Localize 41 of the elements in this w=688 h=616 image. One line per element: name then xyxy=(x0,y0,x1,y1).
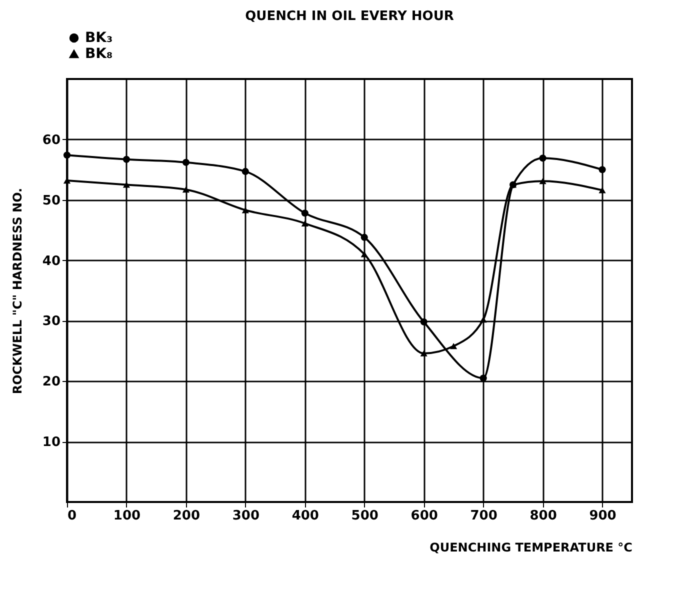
x-tick-label: 0 xyxy=(68,508,77,524)
point xyxy=(598,187,606,194)
point xyxy=(480,316,487,323)
point xyxy=(242,168,249,175)
point xyxy=(450,343,458,350)
legend-label: BK₃ xyxy=(85,30,113,46)
point xyxy=(182,158,190,166)
point xyxy=(539,178,546,184)
point xyxy=(301,220,308,226)
point xyxy=(360,234,368,241)
chart-title: QUENCH IN OIL EVERY HOUR xyxy=(245,9,454,24)
y-axis-title: ROCKWELL "C" HARDNESS NO. xyxy=(10,188,24,394)
x-tick-label: 600 xyxy=(410,508,438,524)
y-tick-label: 60 xyxy=(42,132,60,148)
x-tick-label: 400 xyxy=(292,508,319,524)
y-tick-label: 20 xyxy=(42,374,60,390)
x-tick-label: 800 xyxy=(530,508,557,524)
point xyxy=(420,318,428,326)
y-tick-label: 10 xyxy=(42,435,60,450)
point xyxy=(480,374,487,382)
point xyxy=(301,210,308,217)
x-tick-label: 300 xyxy=(232,508,260,524)
x-tick-label: 100 xyxy=(113,508,141,524)
point xyxy=(182,186,190,193)
y-tick-label: 30 xyxy=(42,314,60,330)
legend-label: BK₈ xyxy=(85,46,113,62)
x-tick-label: 500 xyxy=(351,508,378,524)
x-tick-label: 900 xyxy=(589,508,616,524)
point xyxy=(598,166,606,174)
point xyxy=(360,251,368,258)
point xyxy=(242,207,249,214)
x-axis-title: QUENCHING TEMPERATURE °C xyxy=(430,540,633,554)
point xyxy=(420,350,428,356)
point xyxy=(122,156,130,163)
y-tick-label: 40 xyxy=(42,254,60,269)
point xyxy=(539,154,546,162)
x-tick-label: 700 xyxy=(470,508,498,524)
y-tick-label: 50 xyxy=(42,193,60,208)
x-tick-label: 200 xyxy=(172,508,200,524)
point xyxy=(63,152,71,159)
point xyxy=(122,182,130,188)
